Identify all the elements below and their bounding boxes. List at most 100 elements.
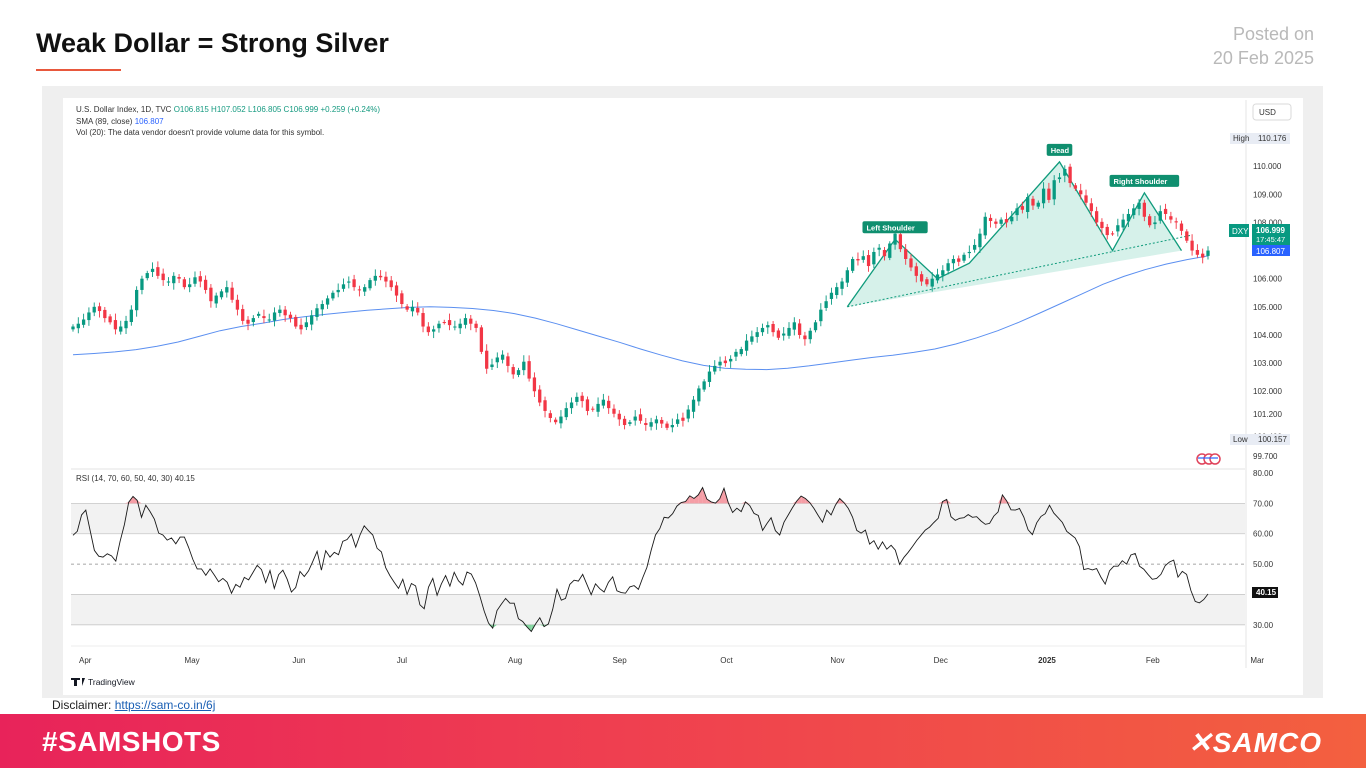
- rsi-oversold-fill: [492, 624, 498, 629]
- candle-body: [1063, 168, 1067, 176]
- candle-body: [718, 361, 722, 366]
- candle-body: [904, 249, 908, 259]
- candle-body: [856, 258, 860, 261]
- price-tick-label: 106.000: [1253, 275, 1282, 284]
- candle-body: [373, 275, 377, 281]
- candle-body: [1126, 213, 1131, 222]
- candle-body: [771, 323, 775, 333]
- disclaimer-link[interactable]: https://sam-co.in/6j: [114, 698, 216, 712]
- candle-body: [1153, 222, 1157, 225]
- candle-body: [633, 416, 637, 421]
- rsi-line: [72, 486, 1209, 633]
- candle-body: [919, 274, 924, 282]
- candle-body: [776, 330, 781, 338]
- time-tick-label: 2025: [1038, 656, 1056, 665]
- rsi-overbought-fill: [843, 502, 849, 504]
- candle-body: [1020, 206, 1025, 210]
- candle-body: [267, 319, 271, 321]
- candle-body: [564, 408, 568, 418]
- candle-body: [723, 360, 728, 364]
- pattern-fill: [847, 161, 1182, 307]
- candle-body: [1158, 211, 1162, 221]
- candle-body: [129, 309, 133, 323]
- candle-body: [739, 349, 743, 355]
- time-tick-label: Sep: [612, 656, 627, 665]
- candle-body: [755, 332, 759, 337]
- disclaimer: Disclaimer: https://sam-co.in/6j: [52, 698, 215, 712]
- legend-sma-value: 106.807: [135, 117, 164, 126]
- price-tick-label: 104.000: [1253, 331, 1282, 340]
- candle-body: [193, 277, 197, 284]
- brand-mark-icon: ✕: [1188, 727, 1213, 758]
- tradingview-logo: TradingView: [71, 677, 136, 687]
- candle-body: [416, 307, 420, 313]
- candle-body: [188, 284, 192, 288]
- candle-body: [426, 326, 430, 333]
- rsi-overbought-fill: [698, 487, 703, 504]
- annotation-label: Right Shoulder: [1114, 177, 1168, 186]
- candle-body: [607, 400, 611, 409]
- candle-body: [1031, 198, 1035, 206]
- symbol-tag: [1229, 224, 1249, 237]
- candle-body: [368, 280, 372, 289]
- candle-body: [458, 323, 462, 329]
- price-tick-label: 110.000: [1253, 162, 1282, 171]
- candle-body: [299, 324, 303, 330]
- candle-body: [1004, 219, 1009, 223]
- candle-body: [479, 327, 484, 352]
- candle-body: [294, 316, 298, 327]
- candlestick-series: [71, 163, 1210, 433]
- candle-body: [278, 309, 282, 314]
- candle-body: [272, 312, 277, 321]
- rsi-band-upper: [71, 503, 1245, 534]
- candle-body: [803, 335, 807, 340]
- disclaimer-label: Disclaimer:: [52, 698, 112, 712]
- candle-body: [729, 358, 733, 362]
- candle-body: [485, 350, 489, 369]
- candle-body: [962, 254, 966, 261]
- candle-body: [1169, 216, 1173, 220]
- candle-body: [866, 255, 871, 267]
- event-flags-icon[interactable]: [1196, 453, 1221, 465]
- candle-body: [198, 276, 202, 282]
- currency-button[interactable]: [1252, 103, 1292, 121]
- candle-body: [405, 306, 409, 310]
- candle-body: [559, 416, 563, 424]
- candle-body: [389, 280, 393, 288]
- candle-body: [882, 249, 887, 257]
- legend-vol: Vol (20): The data vendor doesn't provid…: [76, 128, 324, 137]
- candle-body: [135, 289, 139, 311]
- time-tick-label: Apr: [79, 656, 92, 665]
- candle-body: [622, 418, 627, 426]
- candle-body: [1010, 216, 1014, 222]
- rsi-overbought-fill: [689, 495, 695, 504]
- candle-body: [219, 291, 224, 298]
- candle-body: [394, 285, 399, 296]
- time-tick-label: Oct: [720, 656, 733, 665]
- candle-body: [1142, 202, 1146, 217]
- candle-body: [548, 413, 552, 418]
- candle-body: [553, 419, 558, 423]
- footer-bar: #SAMSHOTS ✕SAMCO: [0, 714, 1366, 768]
- candle-body: [930, 278, 934, 287]
- candle-body: [988, 217, 993, 222]
- candle-body: [150, 268, 155, 272]
- candle-body: [665, 423, 669, 428]
- candle-body: [352, 279, 356, 288]
- candle-body: [1179, 223, 1184, 231]
- annotation-badge: [862, 221, 928, 234]
- candle-body: [378, 275, 383, 278]
- countdown: 17:45:47: [1256, 235, 1285, 244]
- annotation-badge: [1046, 143, 1073, 156]
- candle-body: [256, 313, 261, 316]
- candle-body: [670, 425, 674, 428]
- rsi-overbought-fill: [728, 502, 733, 504]
- candle-body: [203, 279, 208, 290]
- candle-body: [474, 323, 478, 328]
- candle-body: [453, 326, 457, 328]
- last-price: 106.999: [1256, 226, 1285, 235]
- time-tick-label: Jun: [292, 656, 305, 665]
- candle-body: [766, 325, 770, 328]
- rsi-tick-label: 50.00: [1253, 560, 1274, 569]
- sma-line: [72, 255, 1209, 371]
